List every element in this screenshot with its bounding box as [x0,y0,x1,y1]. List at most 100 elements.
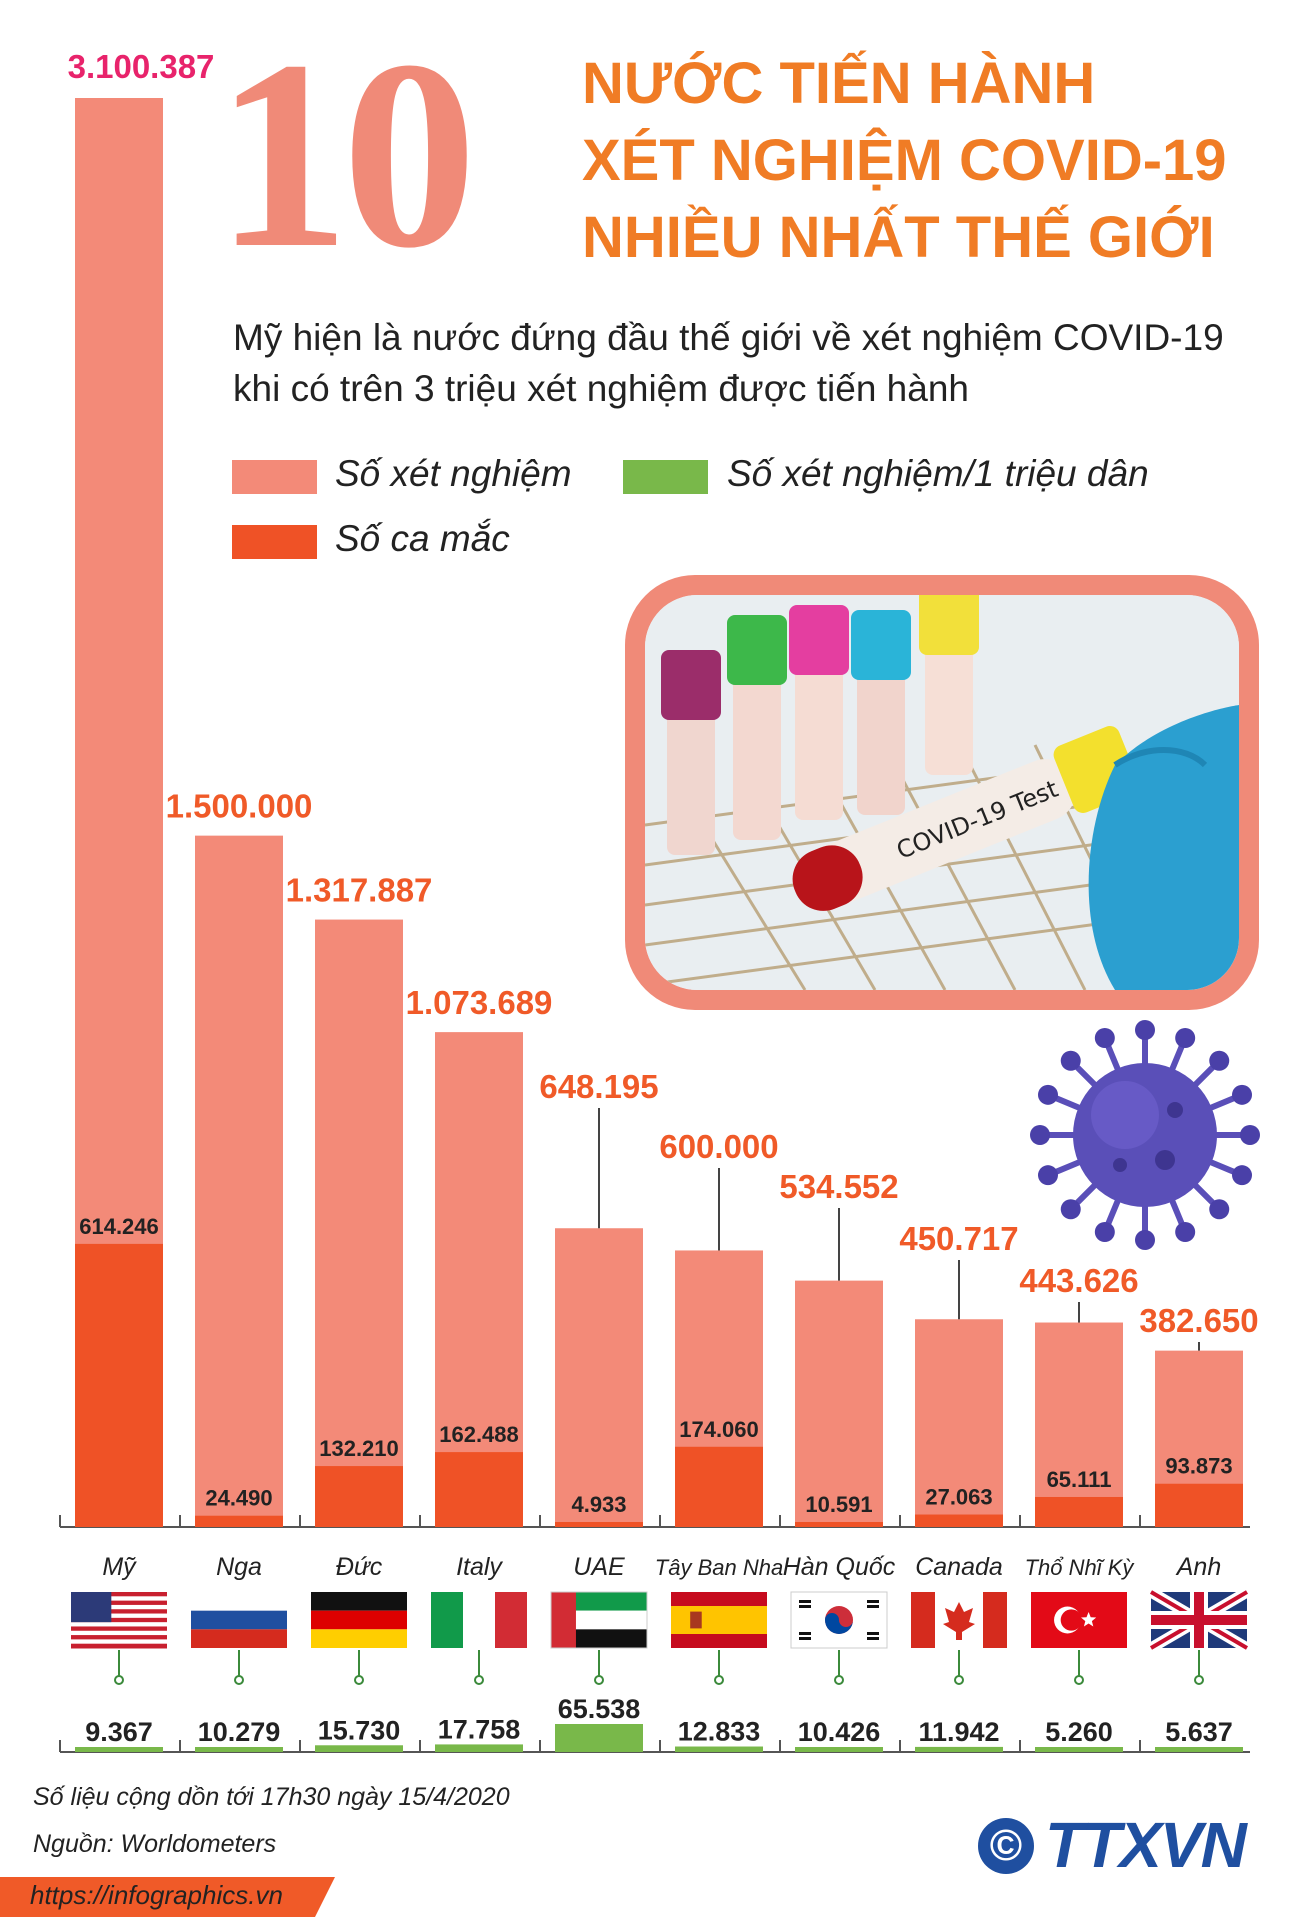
subtitle: Mỹ hiện là nước đứng đầu thế giới về xét… [233,317,1224,409]
bar-per-million [435,1744,523,1752]
bar-per-million [1155,1747,1243,1752]
legend-swatch-cases [232,525,317,559]
label-per-million: 5.260 [1045,1717,1113,1747]
country-name: Đức [336,1553,383,1581]
label-cases: 4.933 [571,1492,626,1517]
label-cases: 614.246 [79,1214,159,1239]
bar-per-million [675,1746,763,1752]
flag-turkey-icon [1031,1592,1127,1648]
bar-cases [555,1522,643,1527]
label-tests: 1.500.000 [166,788,313,825]
country-name: Canada [915,1553,1003,1581]
flag-canada-icon [911,1592,1007,1648]
bar-cases [795,1522,883,1527]
bar-per-million [555,1724,643,1752]
legend-swatch-tests [232,460,317,494]
flag-germany-icon [311,1592,407,1648]
bar-cases [435,1452,523,1527]
label-cases: 93.873 [1165,1454,1232,1479]
bottom-bar [0,1877,335,1917]
connector-dot [234,1675,244,1685]
legend-label-tests: Số xét nghiệm [335,453,572,494]
label-tests: 648.195 [539,1068,658,1105]
bar-tests [795,1280,883,1527]
connector-dot [954,1675,964,1685]
bar-per-million [315,1745,403,1752]
legend-label-cases: Số ca mắc [335,518,510,559]
label-tests: 1.317.887 [286,872,433,909]
photo-frame: COVID-19 Test [625,575,1259,1010]
bar-chart: 3.100.387 614.246 Mỹ 9.367 1.500.000 24.490 Ng… [59,48,1259,1753]
country-name: Hàn Quốc [783,1553,896,1581]
label-tests: 443.626 [1019,1262,1138,1299]
label-tests: 382.650 [1139,1302,1258,1339]
label-per-million: 17.758 [438,1714,521,1744]
connector-dot [834,1675,844,1685]
bar-cases [1035,1496,1123,1527]
country-name: Mỹ [102,1553,137,1581]
footer-url[interactable]: https://infographics.vn [30,1880,283,1910]
title-line-3: NHIỀU NHẤT THẾ GIỚI [582,205,1215,270]
flag-russia-icon [191,1592,287,1648]
bar-tests [435,1032,523,1527]
country-name: Nga [216,1553,262,1581]
big-number: 10 [215,5,477,304]
country-name: Thổ Nhĩ Kỳ [1025,1555,1136,1580]
label-per-million: 65.538 [558,1694,641,1724]
connector-dot [474,1675,484,1685]
label-cases: 174.060 [679,1417,759,1442]
country-name: Tây Ban Nha [655,1555,783,1580]
ttxvn-logo-sub: Vietnam News Agency [1160,1878,1288,1892]
legend-swatch-per-million [623,460,708,494]
bar-cases [1155,1483,1243,1527]
label-cases: 24.490 [205,1486,272,1511]
photo-illustration: COVID-19 Test [645,595,1239,990]
bar-tests [195,835,283,1527]
label-cases: 27.063 [925,1485,992,1510]
bar-per-million [915,1746,1003,1752]
virus-icon [1030,1020,1260,1250]
bar-per-million [795,1747,883,1752]
label-per-million: 11.942 [918,1717,999,1747]
country-name: Italy [456,1553,503,1581]
flag-italy-icon [431,1592,527,1648]
country-name: Anh [1175,1553,1221,1581]
label-per-million: 5.637 [1165,1717,1233,1747]
bar-cases [315,1466,403,1527]
connector-dot [714,1675,724,1685]
flag-spain-icon [671,1592,767,1648]
bar-tests [315,919,403,1527]
bar-per-million [75,1747,163,1752]
bar-cases [675,1446,763,1527]
label-tests: 600.000 [659,1128,778,1165]
label-per-million: 9.367 [85,1717,153,1747]
bar-cases [195,1515,283,1527]
label-tests: 1.073.689 [406,984,553,1021]
connector-dot [1074,1675,1084,1685]
connector-dot [354,1675,364,1685]
label-cases: 162.488 [439,1422,519,1447]
connector-dot [114,1675,124,1685]
connector-dot [1194,1675,1204,1685]
label-per-million: 10.426 [798,1717,881,1747]
label-per-million: 10.279 [198,1717,281,1747]
flag-uae-icon [550,1591,648,1649]
label-cases: 132.210 [319,1436,399,1461]
footer-source: Nguồn: Worldometers [33,1830,277,1858]
label-per-million: 12.833 [678,1717,761,1747]
legend-label-per-million: Số xét nghiệm/1 triệu dân [727,453,1149,494]
label-cases: 65.111 [1047,1467,1112,1492]
flag-uk-icon [1148,1587,1250,1653]
covid-test-photo: COVID-19 Test [645,595,1239,990]
title-line-1: NƯỚC TIẾN HÀNH [582,51,1096,116]
bar-tests [1035,1322,1123,1527]
connector-dot [594,1675,604,1685]
flag-usa-icon [71,1592,167,1649]
label-cases: 10.591 [805,1492,872,1517]
bar-per-million [195,1747,283,1752]
label-tests: 3.100.387 [68,48,215,85]
bar-cases [915,1514,1003,1527]
label-tests: 450.717 [899,1220,1018,1257]
country-name: UAE [573,1553,625,1581]
bar-cases [75,1243,163,1527]
